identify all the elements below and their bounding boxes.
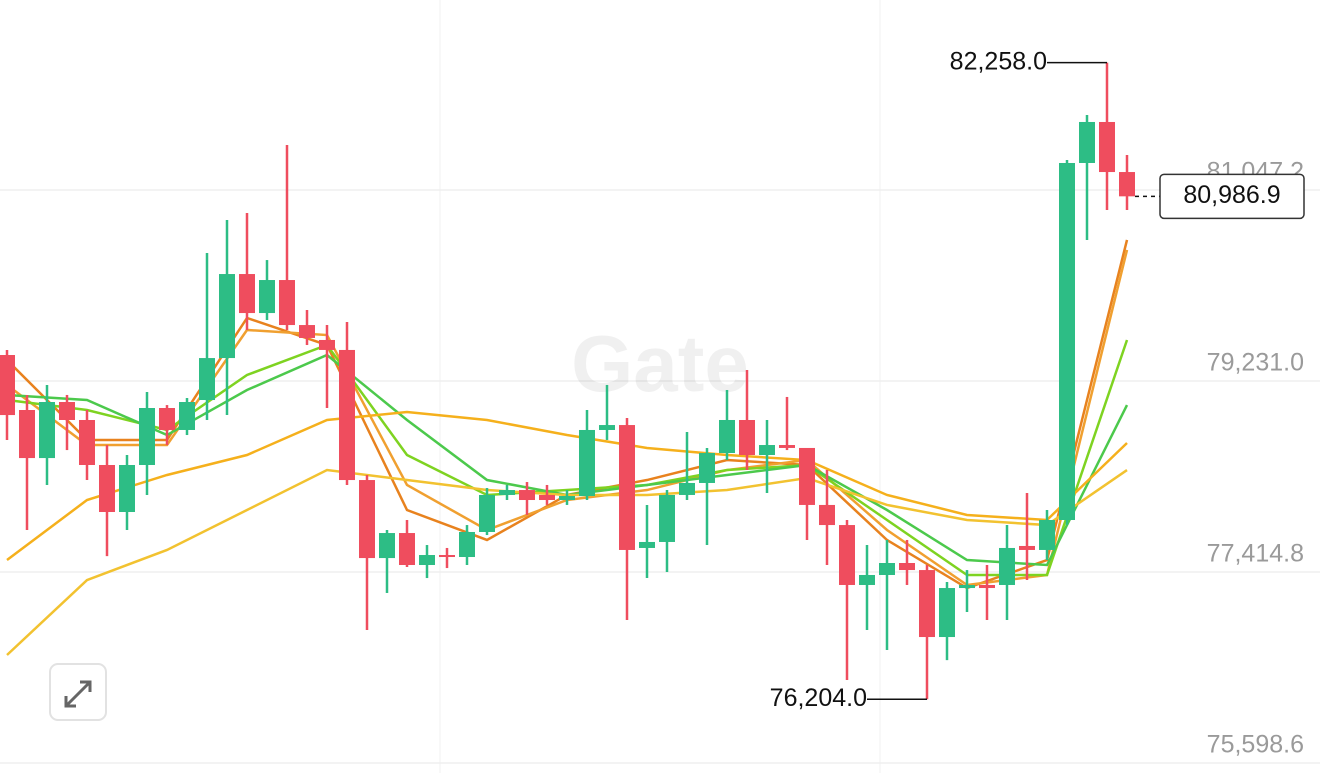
candle-body (239, 274, 255, 314)
candle-body (279, 280, 295, 326)
candle-body (499, 490, 515, 495)
candle-body (419, 555, 435, 566)
candle-body (1019, 545, 1035, 550)
annotation-label: 82,258.0 (950, 47, 1047, 75)
candle-body (939, 588, 955, 638)
candle-body (79, 419, 95, 465)
candle-body (799, 447, 815, 505)
annotation-label: 76,204.0 (770, 684, 867, 712)
candle-body (539, 494, 555, 501)
candle-body (1099, 121, 1115, 173)
candle-body (919, 570, 935, 638)
candle-body (859, 574, 875, 585)
candle-body (599, 425, 615, 430)
candle-body (179, 402, 195, 430)
expand-icon[interactable] (64, 680, 92, 708)
candle-body (759, 445, 775, 456)
candle-body (1059, 162, 1075, 520)
y-tick-label: 79,231.0 (1207, 349, 1304, 377)
y-tick-label: 75,598.6 (1207, 731, 1304, 759)
candle-body (379, 533, 395, 559)
candle-body (959, 584, 975, 589)
candle-body (19, 410, 35, 459)
candle-body (579, 429, 595, 497)
ma-line (6, 410, 1128, 562)
candle-body (219, 274, 235, 359)
watermark: Gate (571, 319, 749, 408)
last-price-label: 80,986.9 (1183, 181, 1280, 209)
candle-body (259, 280, 275, 314)
candle-body (59, 402, 75, 420)
expand-button[interactable] (49, 663, 107, 721)
ma-line (6, 339, 1129, 577)
candle-body (99, 464, 115, 513)
candle-body (339, 349, 355, 481)
candle-body (559, 496, 575, 501)
candle-body (879, 563, 895, 575)
candle-body (999, 547, 1015, 585)
candle-body (1039, 519, 1055, 550)
candle-body (459, 531, 475, 558)
candle-body (779, 445, 795, 448)
candle-body (519, 490, 535, 501)
candle-body (819, 504, 835, 526)
candle-body (199, 358, 215, 401)
candle-body (839, 525, 855, 585)
candle-body (139, 408, 155, 465)
candle-body (0, 355, 15, 416)
candle-body (719, 419, 735, 454)
candle-body (159, 408, 175, 430)
candle-body (739, 419, 755, 456)
y-tick-label: 77,414.8 (1207, 540, 1304, 568)
candle-body (479, 494, 495, 532)
candle-body (899, 563, 915, 571)
candle-body (679, 482, 695, 495)
candle-body (639, 541, 655, 548)
candle-body (619, 425, 635, 550)
candle-body (979, 584, 995, 589)
candle-body (439, 555, 455, 558)
last-price-box (1159, 173, 1305, 220)
candle-body (359, 480, 375, 559)
candle-body (319, 339, 335, 350)
candle-body (659, 494, 675, 542)
ma-line (6, 353, 1129, 567)
candle-body (699, 453, 715, 483)
candle-body (399, 533, 415, 566)
candle-body (299, 325, 315, 338)
candle-body (119, 464, 135, 513)
candle-body (1119, 172, 1135, 197)
candle-body (1079, 121, 1095, 163)
candle-body (39, 402, 55, 459)
